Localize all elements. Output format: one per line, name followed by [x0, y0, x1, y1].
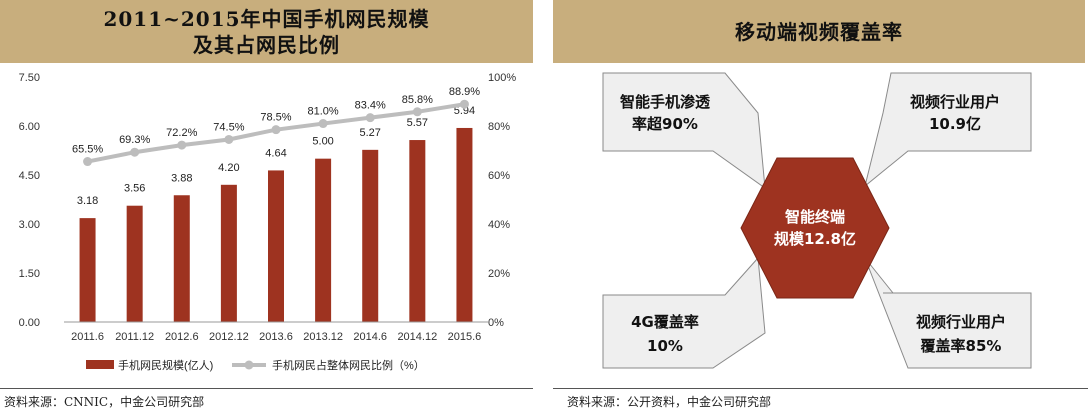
bar	[456, 127, 473, 323]
callout-top-right-line2: 10.9亿	[929, 115, 981, 133]
callout-bottom-left-line2: 10%	[647, 337, 683, 355]
y-right-tick-label: 0%	[488, 317, 504, 329]
x-tick-label: 2012.12	[209, 331, 249, 343]
y-right-tick-label: 40%	[488, 219, 510, 231]
x-tick-label: 2014.6	[353, 331, 387, 343]
right-source-divider	[553, 388, 1088, 389]
callout-top-right	[864, 72, 1032, 188]
legend-bar-label: 手机网民规模(亿人)	[118, 358, 213, 372]
bar	[220, 184, 237, 322]
line-value-label: 74.5%	[213, 121, 244, 133]
y-left-tick-label: 7.50	[19, 72, 40, 84]
legend-line-marker	[244, 360, 254, 370]
x-tick-label: 2014.12	[397, 331, 437, 343]
y-left-tick-label: 4.50	[19, 170, 40, 182]
bar-value-label: 3.56	[124, 183, 145, 195]
line-point	[412, 107, 422, 117]
line-value-label: 72.2%	[166, 127, 197, 139]
line-point	[130, 147, 140, 157]
bar	[315, 158, 332, 322]
diagram-title: 移动端视频覆盖率	[735, 19, 903, 44]
line-point	[177, 140, 187, 150]
bar	[126, 205, 143, 322]
left-chart-panel: 2011~2015年中国手机网民规模 及其占网民比例 0.00 1.50 3.00 4…	[0, 0, 533, 413]
bar-value-label: 5.57	[407, 117, 428, 129]
y-left-tick-label: 0.00	[19, 317, 40, 329]
line-point	[271, 125, 281, 135]
y-right-tick-label: 100%	[488, 72, 516, 84]
left-source-divider	[0, 388, 533, 389]
chart-title-line2: 及其占网民比例	[193, 32, 340, 57]
callout-bottom-left-line1: 4G覆盖率	[631, 313, 699, 331]
x-tick-label: 2013.6	[259, 331, 293, 343]
callout-bottom-right-line2: 覆盖率85%	[921, 337, 1002, 355]
callout-bottom-right	[864, 257, 1032, 369]
x-tick-label: 2011.6	[71, 331, 104, 343]
bar	[173, 195, 190, 322]
x-tick-label: 2013.12	[303, 331, 343, 343]
bar-value-label: 3.18	[77, 195, 98, 207]
legend-line-label: 手机网民占整体网民比例（%）	[272, 358, 425, 372]
line-point	[83, 157, 93, 167]
bar	[268, 170, 284, 322]
callout-bottom-right-line1: 视频行业用户	[916, 313, 1006, 331]
line-value-label: 81.0%	[308, 106, 339, 118]
y-right-tick-label: 20%	[488, 268, 510, 280]
center-hexagon-line1: 智能终端	[785, 208, 845, 226]
center-hexagon-line2: 规模12.8亿	[774, 230, 856, 248]
bar	[409, 140, 426, 322]
coverage-diagram: 智能手机渗透 率超90% 视频行业用户 10.9亿 4G覆盖率 10% 视频行业…	[602, 72, 1032, 369]
right-source-note: 资料来源：公开资料，中金公司研究部	[567, 395, 772, 409]
y-left-tick-label: 6.00	[19, 121, 40, 133]
line-value-label: 65.5%	[72, 144, 103, 156]
callout-top-left-line2: 率超90%	[632, 115, 698, 133]
line-point	[224, 134, 234, 144]
bar-value-label: 5.27	[360, 127, 381, 139]
line-value-label: 85.8%	[402, 94, 433, 106]
line-value-label: 78.5%	[260, 112, 291, 124]
line-value-label: 83.4%	[355, 100, 386, 112]
y-right-tick-label: 60%	[488, 170, 510, 182]
line-point	[459, 99, 469, 109]
bar-value-label: 5.00	[312, 136, 333, 148]
bar-value-label: 5.94	[454, 105, 475, 117]
line-value-label: 88.9%	[449, 86, 480, 98]
chart-title-line1: 2011~2015年中国手机网民规模	[103, 6, 430, 31]
y-right-tick-label: 80%	[488, 121, 510, 133]
line-value-label: 69.3%	[119, 134, 150, 146]
center-hexagon	[740, 157, 890, 299]
bar-value-label: 4.64	[265, 147, 286, 159]
callout-top-left-line1: 智能手机渗透	[620, 93, 711, 111]
callout-top-right-line1: 视频行业用户	[910, 93, 1000, 111]
right-diagram-header: 移动端视频覆盖率	[553, 0, 1085, 63]
callout-bottom-left	[602, 256, 766, 369]
bar	[79, 218, 96, 322]
line-point	[318, 119, 328, 129]
left-source-note: 资料来源：CNNIC，中金公司研究部	[4, 395, 205, 409]
line-point	[365, 113, 375, 123]
legend-bar-swatch	[86, 360, 114, 369]
x-tick-label: 2012.6	[165, 331, 199, 343]
bar-value-label: 4.20	[218, 162, 239, 174]
right-diagram-panel: 移动端视频覆盖率 智能手机渗透 率超90% 视频行业用户 10.9亿 4G覆盖率…	[553, 0, 1088, 413]
y-left-tick-label: 1.50	[19, 268, 40, 280]
bar	[362, 149, 379, 322]
bar-value-label: 3.88	[171, 172, 192, 184]
combo-chart: 0.00 1.50 3.00 4.50 6.00 7.50 0% 20% 40% 60% 80% 10…	[19, 72, 517, 372]
y-left-tick-label: 3.00	[19, 219, 40, 231]
left-chart-header: 2011~2015年中国手机网民规模 及其占网民比例	[0, 0, 533, 63]
x-tick-label: 2011.12	[115, 331, 154, 343]
x-tick-label: 2015.6	[448, 331, 482, 343]
